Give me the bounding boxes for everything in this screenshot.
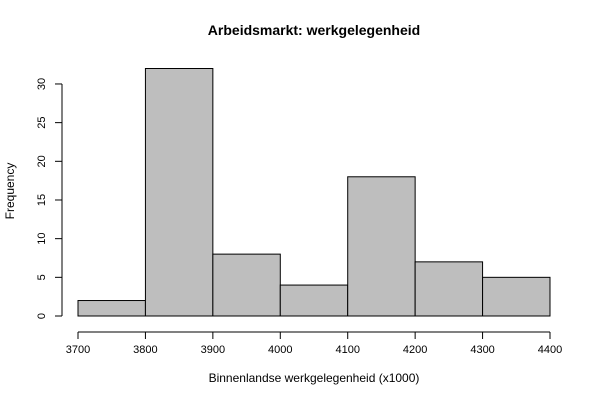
x-tick-label: 4100 xyxy=(335,344,359,356)
y-tick-label: 10 xyxy=(36,233,48,245)
bar-4000-4100 xyxy=(279,284,349,317)
y-tick-label: 25 xyxy=(36,117,48,129)
y-tick-label: 15 xyxy=(36,194,48,206)
bar-4200-4300 xyxy=(414,261,484,317)
bars-group xyxy=(77,68,551,317)
x-tick-label: 3700 xyxy=(66,344,90,356)
chart-title: Arbeidsmarkt: werkgelegenheid xyxy=(208,22,420,38)
bar-4300-4400 xyxy=(482,276,551,317)
x-tick-label: 4400 xyxy=(538,344,562,356)
x-tick-label: 3800 xyxy=(133,344,157,356)
x-tick-label: 4300 xyxy=(470,344,494,356)
x-axis-label: Binnenlandse werkgelegenheid (x1000) xyxy=(209,371,420,385)
x-tick-label: 4000 xyxy=(268,344,292,356)
bar-4100-4200 xyxy=(347,176,416,317)
y-tick-label: 30 xyxy=(36,78,48,90)
bar-3700-3800 xyxy=(77,300,146,317)
y-axis: 0 5 10 15 20 25 30 xyxy=(36,78,63,319)
y-tick-label: 20 xyxy=(36,155,48,167)
x-tick-label: 3900 xyxy=(201,344,225,356)
y-tick-label: 5 xyxy=(36,274,48,280)
bar-3800-3900 xyxy=(144,68,214,317)
x-axis: 3700 3800 3900 4000 4100 4200 4300 4400 xyxy=(66,331,562,356)
bar-3900-4000 xyxy=(212,253,281,317)
x-tick-label: 4200 xyxy=(403,344,427,356)
y-tick-label: 0 xyxy=(36,313,48,319)
y-axis-label: Frequency xyxy=(3,163,17,220)
